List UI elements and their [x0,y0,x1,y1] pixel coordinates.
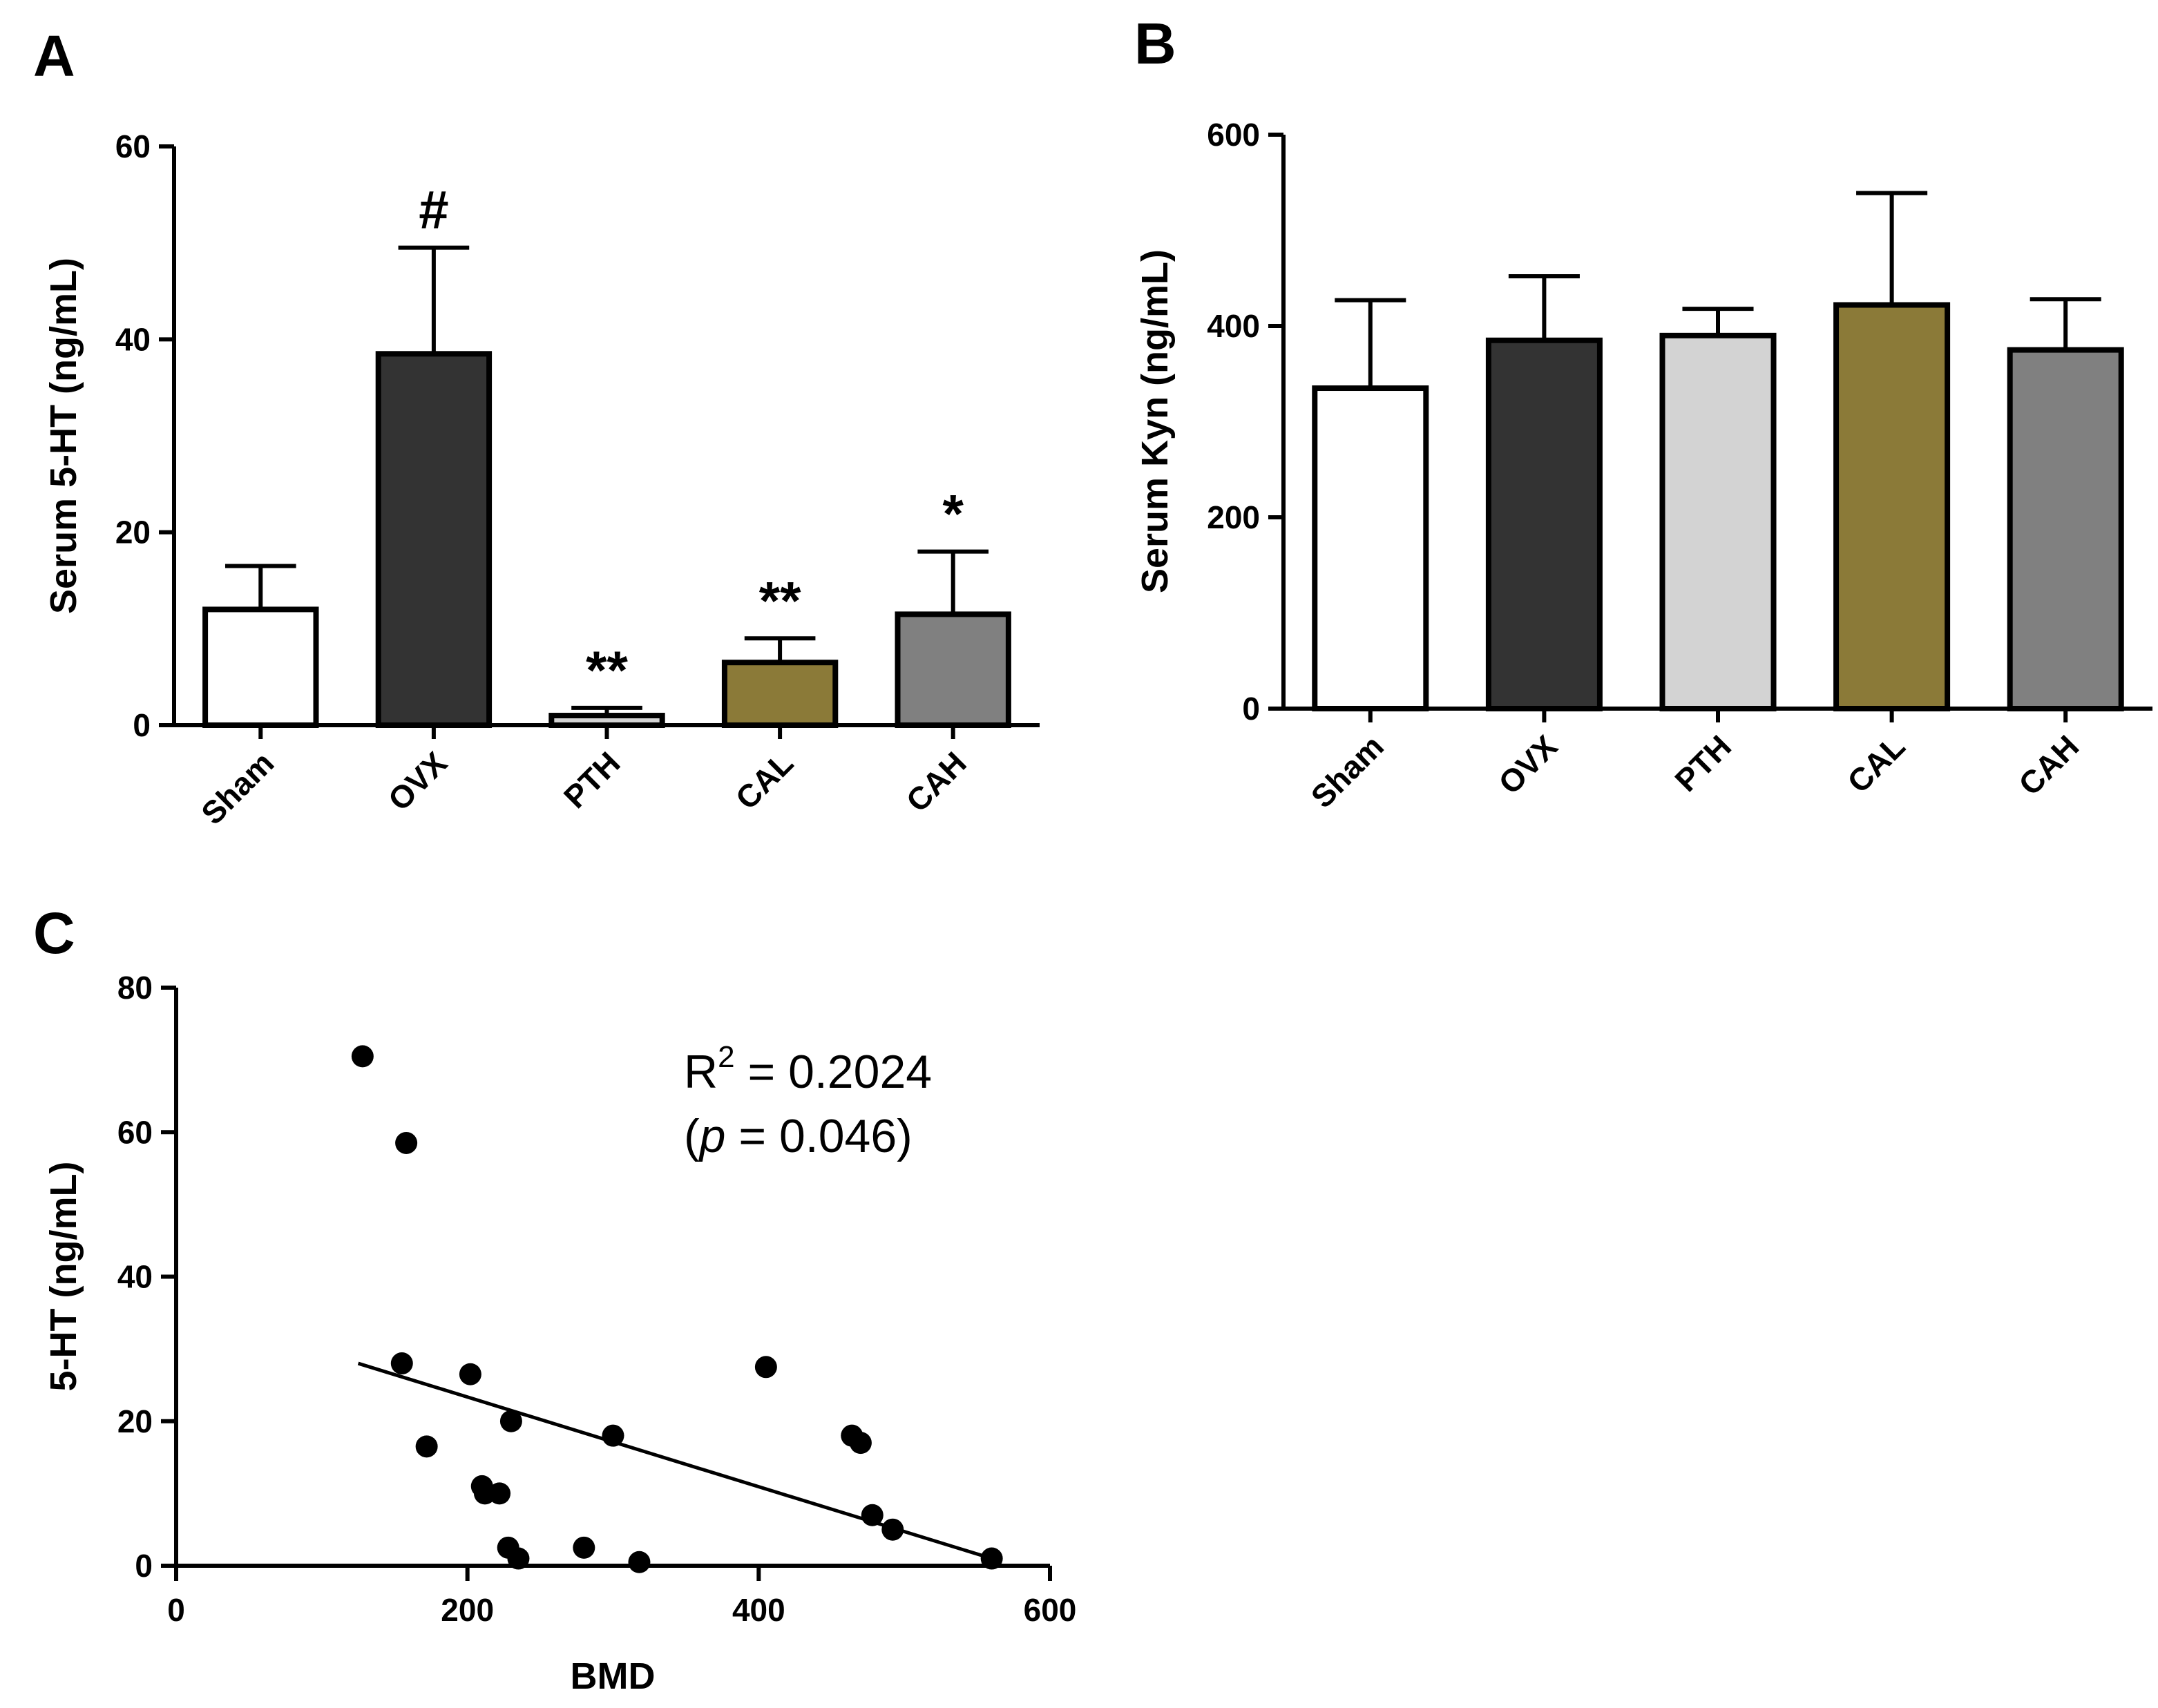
y-tick-label: 40 [115,321,151,357]
y-tick-label: 60 [115,128,151,164]
y-tick-label: 0 [135,1548,153,1584]
panel-b-y-axis-title: Serum Kyn (ng/mL) [1134,249,1176,593]
bar-sham [1312,385,1429,712]
r-squared-prefix: R [684,1046,718,1098]
data-point [573,1536,595,1559]
significance-marker: ** [759,570,801,631]
category-label-pth: PTH [557,745,627,815]
x-tick-label: 0 [167,1592,185,1628]
data-point [861,1504,884,1526]
category-label-pth: PTH [1668,728,1738,798]
r-squared-value: = 0.2024 [735,1046,932,1098]
panel-letter-c: C [33,901,75,966]
data-point [415,1435,438,1458]
y-tick-label: 200 [1207,499,1260,535]
data-point [390,1352,413,1375]
r-squared-superscript: 2 [718,1040,734,1074]
data-point [754,1356,777,1379]
panel-letter-b: B [1134,11,1176,76]
y-tick-label: 600 [1207,117,1260,153]
r-squared-annotation: R2 = 0.2024 [684,1040,932,1098]
panel-c-x-axis-title: BMD [571,1656,656,1697]
data-point [459,1363,481,1385]
data-point [602,1424,624,1447]
bar-ovx [1485,337,1603,711]
bar-sham [202,606,319,729]
p-value-annotation: (p = 0.046) [684,1110,913,1162]
y-tick-label: 80 [117,970,153,1006]
p-value-open: ( [684,1110,700,1162]
bar-cal [721,660,839,729]
data-point [499,1410,522,1432]
y-tick-label: 20 [117,1403,153,1439]
category-label-cal: CAL [1840,728,1912,800]
data-point [881,1518,904,1541]
y-tick-label: 40 [117,1259,153,1295]
x-tick-label: 600 [1024,1592,1077,1628]
y-tick-label: 60 [117,1114,153,1150]
significance-marker: * [943,483,964,544]
data-point [351,1045,374,1068]
panel-a-y-axis-title: Serum 5-HT (ng/mL) [43,258,84,614]
category-label-sham: Sham [1304,728,1391,814]
y-tick-label: 0 [1242,691,1260,727]
data-point [849,1432,872,1455]
bar-pth [1659,332,1777,712]
category-label-cal: CAL [729,745,801,816]
bar-cah [2007,347,2124,711]
category-label-ovx: OVX [381,745,455,818]
y-tick-label: 400 [1207,308,1260,344]
x-tick-label: 200 [441,1592,494,1628]
data-point [488,1482,511,1505]
panel-c-y-axis-title: 5-HT (ng/mL) [43,1162,84,1392]
y-tick-label: 0 [133,707,151,743]
panel-letter-a: A [33,23,75,88]
category-label-cah: CAH [899,745,973,818]
p-value-symbol: p [698,1110,726,1162]
x-tick-label: 400 [732,1592,785,1628]
category-label-cah: CAH [2012,728,2085,802]
bar-cal [1833,302,1951,711]
category-label-ovx: OVX [1491,728,1565,801]
panel-b-bar-chart: Sham OVX PTH CAL CAH 0 200 400 600 Serum Kyn (ng… [1134,117,2152,815]
bar-ovx [375,351,493,728]
p-value-value: = 0.046) [725,1110,912,1162]
data-point [628,1551,651,1573]
y-tick-label: 20 [115,515,151,550]
significance-marker: # [419,180,448,240]
category-label-sham: Sham [194,745,280,831]
bar-cah [895,611,1011,729]
significance-marker: ** [586,640,628,700]
panel-c-scatter-plot: 0 200 400 600 0 20 40 60 80 BMD 5-HT (ng/mL) R2 … [43,970,1076,1697]
data-point [395,1131,418,1154]
